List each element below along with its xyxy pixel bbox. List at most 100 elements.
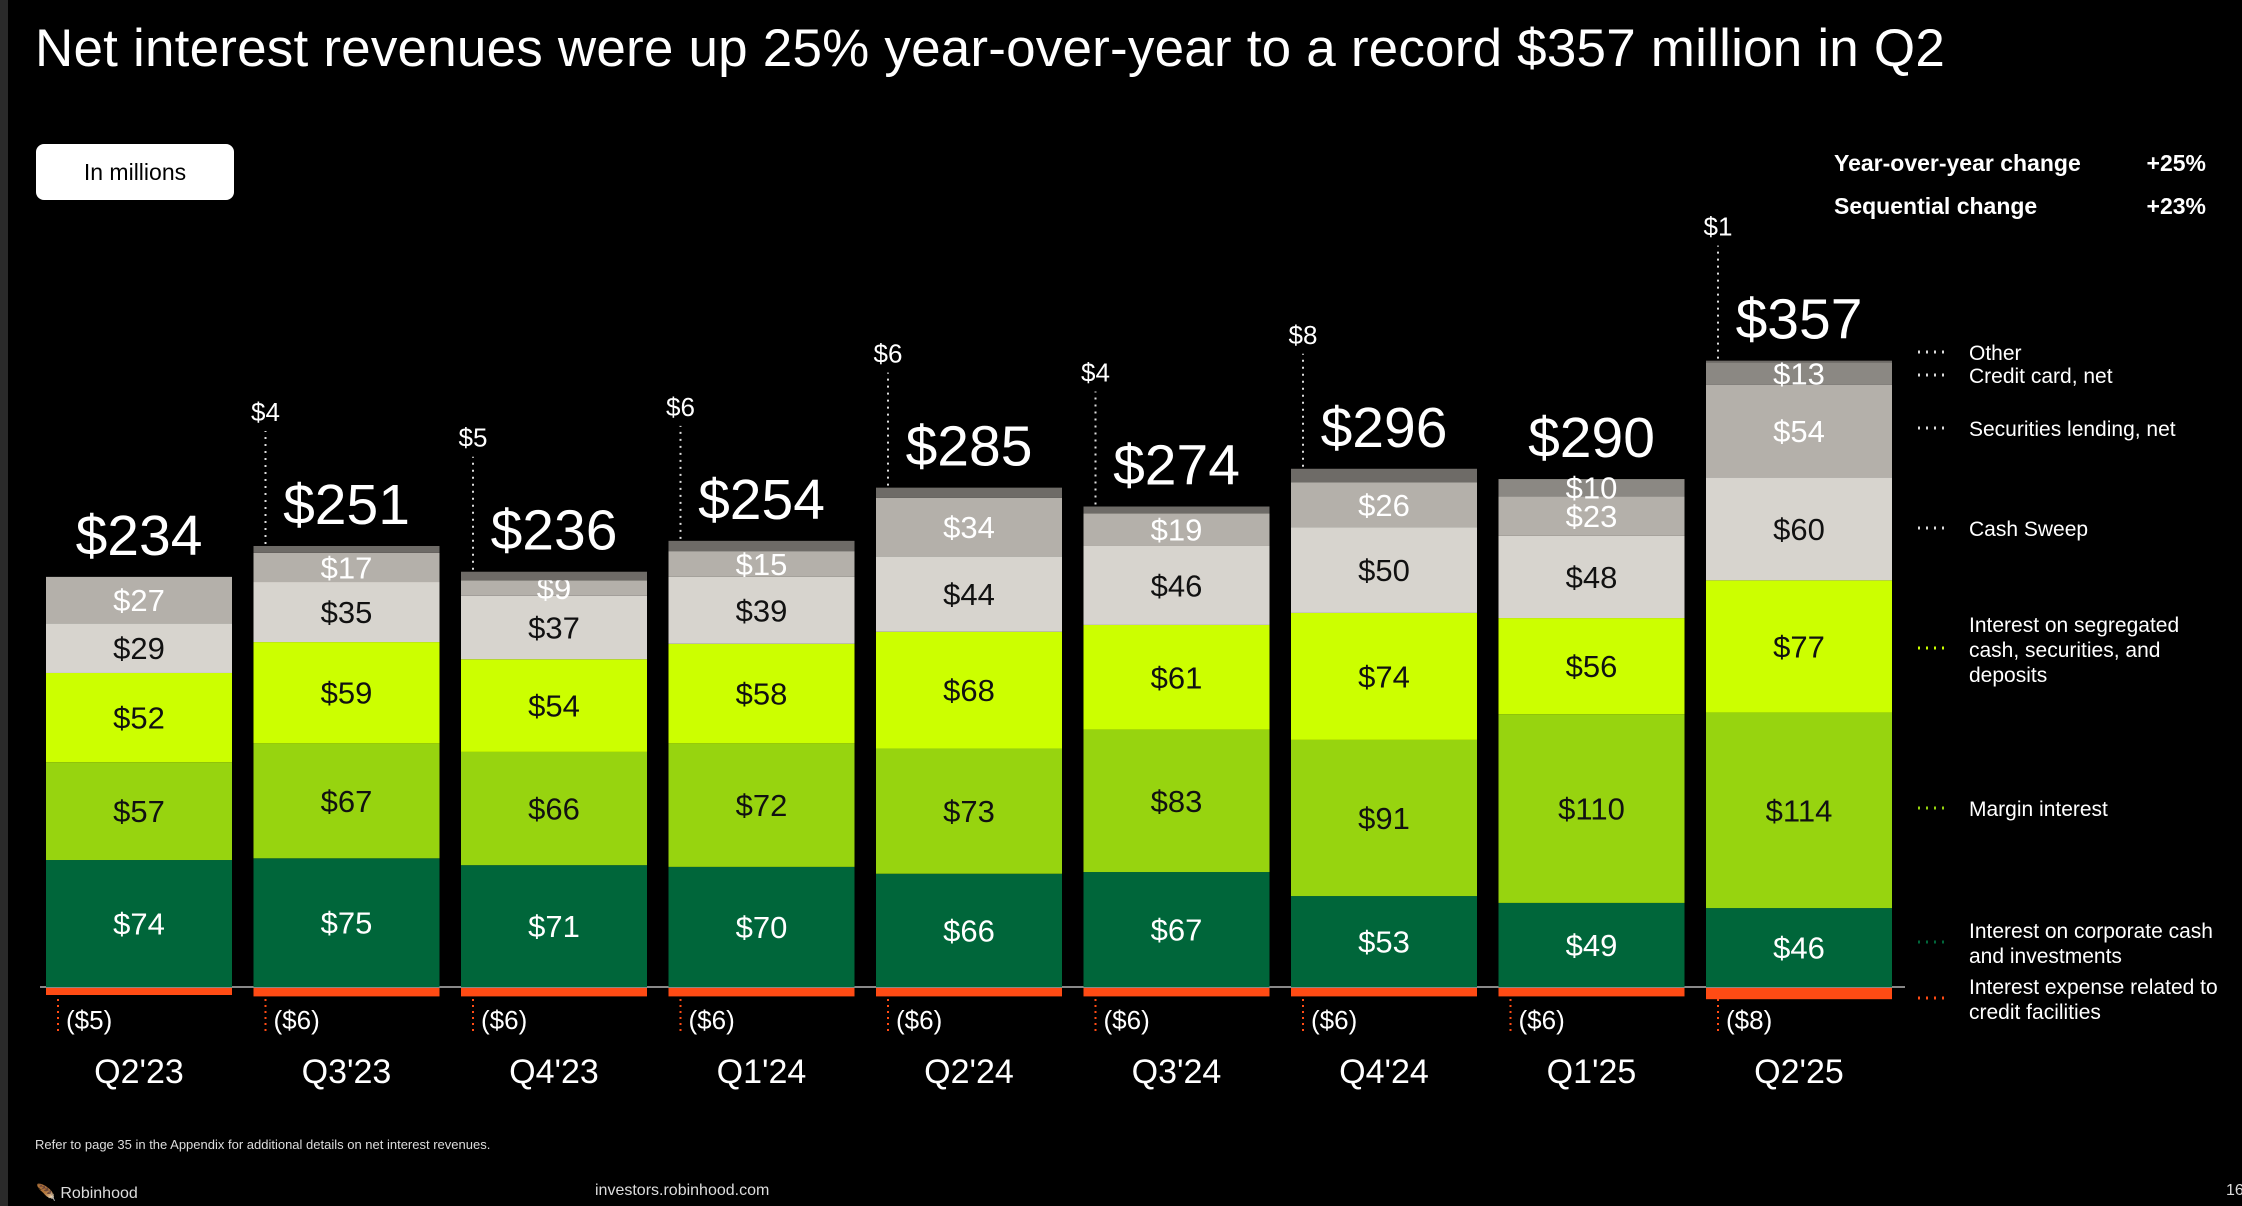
footer-url[interactable]: investors.robinhood.com bbox=[595, 1182, 770, 1199]
segment-label: $72 bbox=[736, 788, 788, 823]
legend-label: Other bbox=[1969, 342, 2022, 365]
expense-bar bbox=[668, 988, 855, 997]
legend-label: Credit card, net bbox=[1969, 365, 2113, 388]
legend-label: Cash Sweep bbox=[1969, 518, 2088, 541]
segment-label: $19 bbox=[1151, 513, 1203, 548]
segment-label: $39 bbox=[736, 593, 788, 628]
window-edge bbox=[0, 0, 8, 1206]
bar-segment bbox=[461, 865, 647, 987]
expense-label: ($6) bbox=[1519, 1005, 1565, 1035]
segment-label: $46 bbox=[1151, 568, 1203, 603]
expense-bar bbox=[876, 988, 1062, 997]
segment-label: $50 bbox=[1358, 553, 1410, 588]
segment-label: $52 bbox=[113, 701, 165, 736]
expense-bar bbox=[253, 988, 440, 997]
bar-segment bbox=[1291, 896, 1477, 987]
expense-label: ($5) bbox=[66, 1005, 112, 1035]
yoy-change-row: Year-over-year change +25% bbox=[1834, 150, 2206, 193]
bar-segment bbox=[1291, 482, 1477, 528]
expense-bar bbox=[1083, 988, 1270, 997]
segment-label: $75 bbox=[321, 906, 373, 941]
footnote: Refer to page 35 in the Appendix for add… bbox=[35, 1137, 491, 1152]
segment-label: $91 bbox=[1358, 801, 1410, 836]
segment-label: $29 bbox=[113, 631, 165, 666]
category-label: Q1'24 bbox=[717, 1053, 807, 1091]
bar-segment bbox=[1291, 612, 1477, 740]
bar-segment bbox=[1083, 513, 1270, 546]
feather-icon: 🪶 bbox=[36, 1185, 56, 1202]
page-title: Net interest revenues were up 25% year-o… bbox=[35, 19, 1946, 78]
yoy-value: +25% bbox=[2146, 150, 2206, 176]
bar-segment bbox=[1083, 729, 1270, 873]
bar-segment bbox=[668, 576, 855, 644]
expense-label: ($6) bbox=[274, 1005, 320, 1035]
segment-label: $10 bbox=[1566, 471, 1618, 506]
expense-label: ($6) bbox=[1104, 1005, 1150, 1035]
segment-label: $77 bbox=[1773, 629, 1825, 664]
other-label: $6 bbox=[666, 392, 695, 422]
segment-label: $35 bbox=[321, 595, 373, 630]
segment-label: $57 bbox=[113, 794, 165, 829]
bar-segment bbox=[668, 643, 855, 744]
segment-label: $59 bbox=[321, 676, 373, 711]
bar-segment bbox=[1083, 545, 1270, 625]
expense-label: ($6) bbox=[481, 1005, 527, 1035]
category-label: Q3'24 bbox=[1132, 1053, 1222, 1091]
segment-label: $114 bbox=[1766, 793, 1833, 828]
bar-segment bbox=[1706, 362, 1892, 385]
category-label: Q3'23 bbox=[302, 1053, 392, 1091]
category-label: Q4'24 bbox=[1339, 1053, 1429, 1091]
segment-label: $71 bbox=[528, 909, 580, 944]
other-label: $5 bbox=[459, 423, 488, 453]
category-label: Q2'24 bbox=[924, 1053, 1014, 1091]
bar-segment bbox=[668, 743, 855, 867]
bar-segment bbox=[461, 571, 647, 581]
bar-segment bbox=[461, 595, 647, 660]
total-label: $234 bbox=[76, 504, 203, 568]
page-number: 16 bbox=[2226, 1182, 2242, 1199]
segment-label: $27 bbox=[113, 583, 165, 618]
bar-segment bbox=[876, 873, 1062, 987]
bar-segment bbox=[461, 659, 647, 752]
bar-segment bbox=[1291, 468, 1477, 483]
segment-label: $44 bbox=[943, 577, 995, 612]
bar-segment bbox=[876, 556, 1062, 632]
bar-segment bbox=[461, 751, 647, 866]
bar-segment bbox=[1706, 477, 1892, 581]
brand-logo: 🪶 Robinhood bbox=[36, 1183, 138, 1203]
bar-segment bbox=[1083, 624, 1270, 730]
bar-segment bbox=[253, 743, 440, 859]
category-label: Q4'23 bbox=[509, 1053, 599, 1091]
category-label: Q2'25 bbox=[1754, 1053, 1844, 1091]
bar-segment bbox=[1498, 479, 1685, 497]
sequential-label: Sequential change bbox=[1834, 193, 2038, 219]
bar-segment bbox=[876, 487, 1062, 498]
expense-label: ($8) bbox=[1726, 1005, 1772, 1035]
bar-segment bbox=[1291, 527, 1477, 613]
segment-label: $56 bbox=[1566, 649, 1618, 684]
total-label: $236 bbox=[491, 499, 618, 563]
legend-label: Securities lending, net bbox=[1969, 418, 2176, 441]
bar-segment bbox=[876, 631, 1062, 749]
bar-segment bbox=[1083, 872, 1270, 987]
bar-segment bbox=[1498, 618, 1685, 715]
segment-label: $53 bbox=[1358, 925, 1410, 960]
segment-label: $73 bbox=[943, 794, 995, 829]
segment-label: $58 bbox=[736, 677, 788, 712]
expense-bar bbox=[46, 988, 232, 995]
bar-segment bbox=[46, 762, 232, 861]
segment-label: $110 bbox=[1558, 792, 1625, 827]
other-label: $4 bbox=[251, 397, 280, 427]
bar-segment bbox=[46, 576, 232, 624]
category-label: Q1'25 bbox=[1547, 1053, 1637, 1091]
segment-label: $66 bbox=[528, 792, 580, 827]
segment-label: $48 bbox=[1566, 560, 1618, 595]
expense-label: ($6) bbox=[689, 1005, 735, 1035]
segment-label: $67 bbox=[321, 784, 373, 819]
total-label: $274 bbox=[1113, 434, 1240, 498]
expense-bar bbox=[1291, 988, 1477, 997]
segment-label: $17 bbox=[321, 550, 373, 585]
bar-segment bbox=[253, 582, 440, 643]
bar-segment bbox=[1706, 384, 1892, 478]
